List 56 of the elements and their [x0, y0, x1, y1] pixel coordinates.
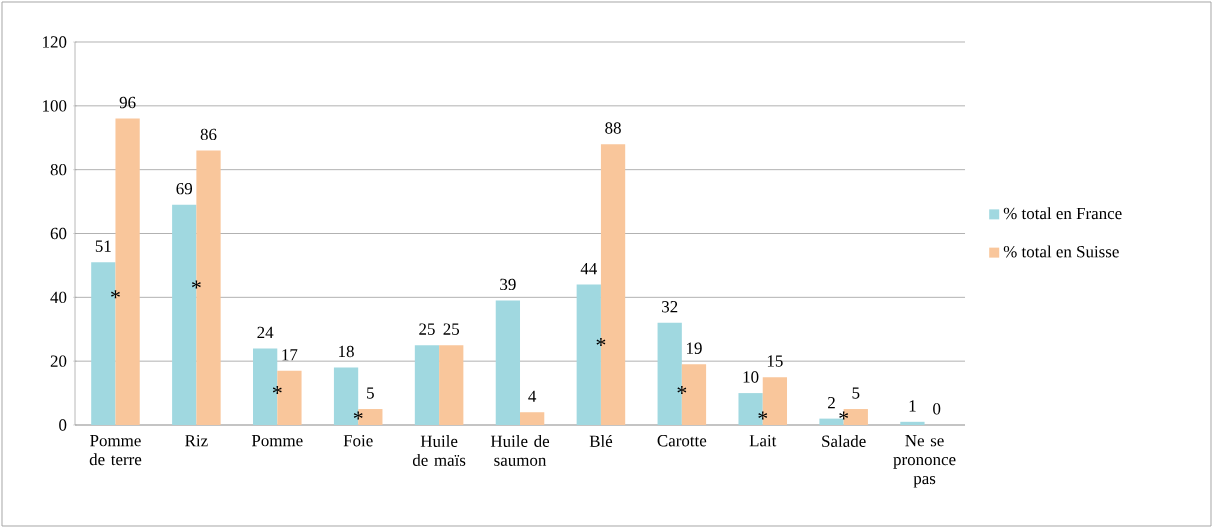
x-tick-label: Huile de saumon [490, 435, 550, 466]
bar [439, 345, 464, 425]
data-label: 19 [687, 342, 702, 354]
x-tick-label: Lait [749, 435, 777, 447]
data-label: 32 [662, 301, 678, 313]
x-tick-label: Carotte [657, 435, 707, 447]
data-label: 5 [367, 387, 374, 399]
x-tick-label: Huile de maïs [412, 435, 466, 466]
y-tick-label: 40 [50, 291, 67, 304]
data-label: 18 [339, 345, 354, 358]
y-tick-label: 100 [43, 100, 67, 112]
legend-label: % total en France [1003, 207, 1122, 220]
x-tick-label: Riz [185, 435, 208, 447]
data-label: 5 [852, 387, 860, 399]
annotation: * [596, 338, 606, 347]
data-label: 25 [419, 323, 435, 335]
annotation: * [839, 411, 849, 420]
annotation: * [111, 290, 120, 299]
data-label: 51 [95, 240, 111, 252]
x-tick-label: Ne se prononce pas [893, 435, 956, 488]
data-label: 4 [528, 390, 537, 402]
data-label: 10 [743, 371, 759, 383]
data-label: 39 [500, 278, 516, 291]
bar [819, 418, 844, 425]
annotation: * [677, 385, 687, 394]
x-tick-label: Pomme de terre [89, 435, 142, 466]
data-label: 25 [443, 323, 460, 335]
annotation: * [353, 411, 363, 420]
bar [414, 345, 440, 425]
y-tick-label: 120 [43, 36, 67, 48]
x-tick-label: Salade [822, 435, 866, 447]
data-label: 44 [580, 263, 598, 275]
data-label: 88 [605, 122, 621, 134]
y-tick-label: 60 [50, 227, 67, 240]
bar [520, 412, 545, 425]
data-label: 69 [176, 182, 193, 195]
bar [495, 300, 521, 425]
data-label: 96 [119, 96, 136, 109]
y-tick-label: 20 [50, 355, 67, 367]
annotation: * [758, 411, 768, 420]
annotation: * [272, 385, 282, 394]
y-tick-label: 80 [50, 163, 67, 176]
data-label: 1 [909, 400, 916, 412]
data-label: 24 [257, 326, 274, 338]
data-label: 17 [282, 349, 298, 361]
data-label: 86 [200, 128, 217, 141]
x-tick-label: Blé [589, 435, 613, 447]
data-label: 2 [828, 397, 835, 409]
x-tick-label: Pomme [251, 435, 303, 447]
x-tick-label: Foie [343, 435, 373, 447]
annotation: * [191, 280, 201, 289]
legend-label: % total en Suisse [1003, 245, 1119, 258]
data-label: 15 [767, 355, 783, 367]
bar [900, 421, 925, 425]
y-tick-label: 0 [59, 419, 67, 431]
data-label: 0 [933, 403, 941, 415]
